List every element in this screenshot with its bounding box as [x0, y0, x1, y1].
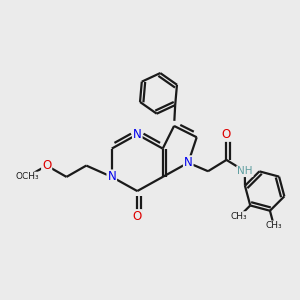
Text: OCH₃: OCH₃ — [15, 172, 39, 182]
Text: N: N — [133, 128, 142, 141]
Text: O: O — [42, 159, 51, 172]
Text: CH₃: CH₃ — [231, 212, 247, 221]
Text: O: O — [133, 210, 142, 223]
Text: O: O — [222, 128, 231, 141]
Text: CH₃: CH₃ — [266, 221, 282, 230]
Text: NH: NH — [237, 166, 253, 176]
Text: N: N — [184, 156, 193, 169]
Text: N: N — [107, 170, 116, 183]
